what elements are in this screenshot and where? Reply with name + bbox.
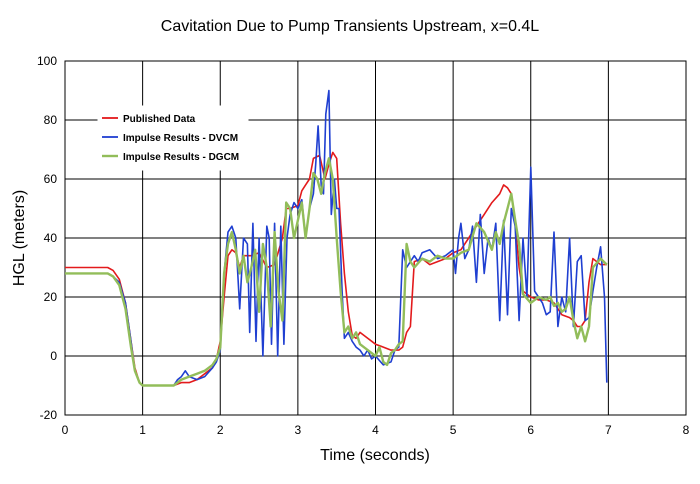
y-tick-label: 0 <box>50 349 57 363</box>
y-axis-label: HGL (meters) <box>11 190 28 286</box>
legend-label: Published Data <box>123 114 196 125</box>
y-tick-label: 100 <box>37 54 57 68</box>
chart-title: Cavitation Due to Pump Transients Upstre… <box>161 18 540 35</box>
legend-label: Impulse Results - DGCM <box>123 152 239 163</box>
series-line-3 <box>65 157 608 387</box>
tick-labels: 0 1 2 3 4 5 6 7 8 -20 0 20 40 60 80 100 <box>37 54 690 437</box>
x-axis-label: Time (seconds) <box>320 447 430 464</box>
x-tick-label: 5 <box>450 423 457 437</box>
x-tick-label: 3 <box>295 423 302 437</box>
x-tick-label: 1 <box>139 423 146 437</box>
x-tick-label: 6 <box>527 423 534 437</box>
x-tick-label: 8 <box>683 423 690 437</box>
y-tick-label: 20 <box>44 290 58 304</box>
legend-label: Impulse Results - DVCM <box>123 133 238 144</box>
y-tick-label: -20 <box>40 408 58 422</box>
x-tick-label: 7 <box>605 423 612 437</box>
x-tick-label: 0 <box>62 423 69 437</box>
legend-box <box>97 105 249 171</box>
y-tick-label: 60 <box>44 172 58 186</box>
y-tick-label: 80 <box>44 113 58 127</box>
x-tick-label: 4 <box>372 423 379 437</box>
x-tick-label: 2 <box>217 423 224 437</box>
series-lines <box>65 89 608 387</box>
legend: Published Data Impulse Results - DVCM Impu… <box>97 105 249 171</box>
y-tick-label: 40 <box>44 231 58 245</box>
